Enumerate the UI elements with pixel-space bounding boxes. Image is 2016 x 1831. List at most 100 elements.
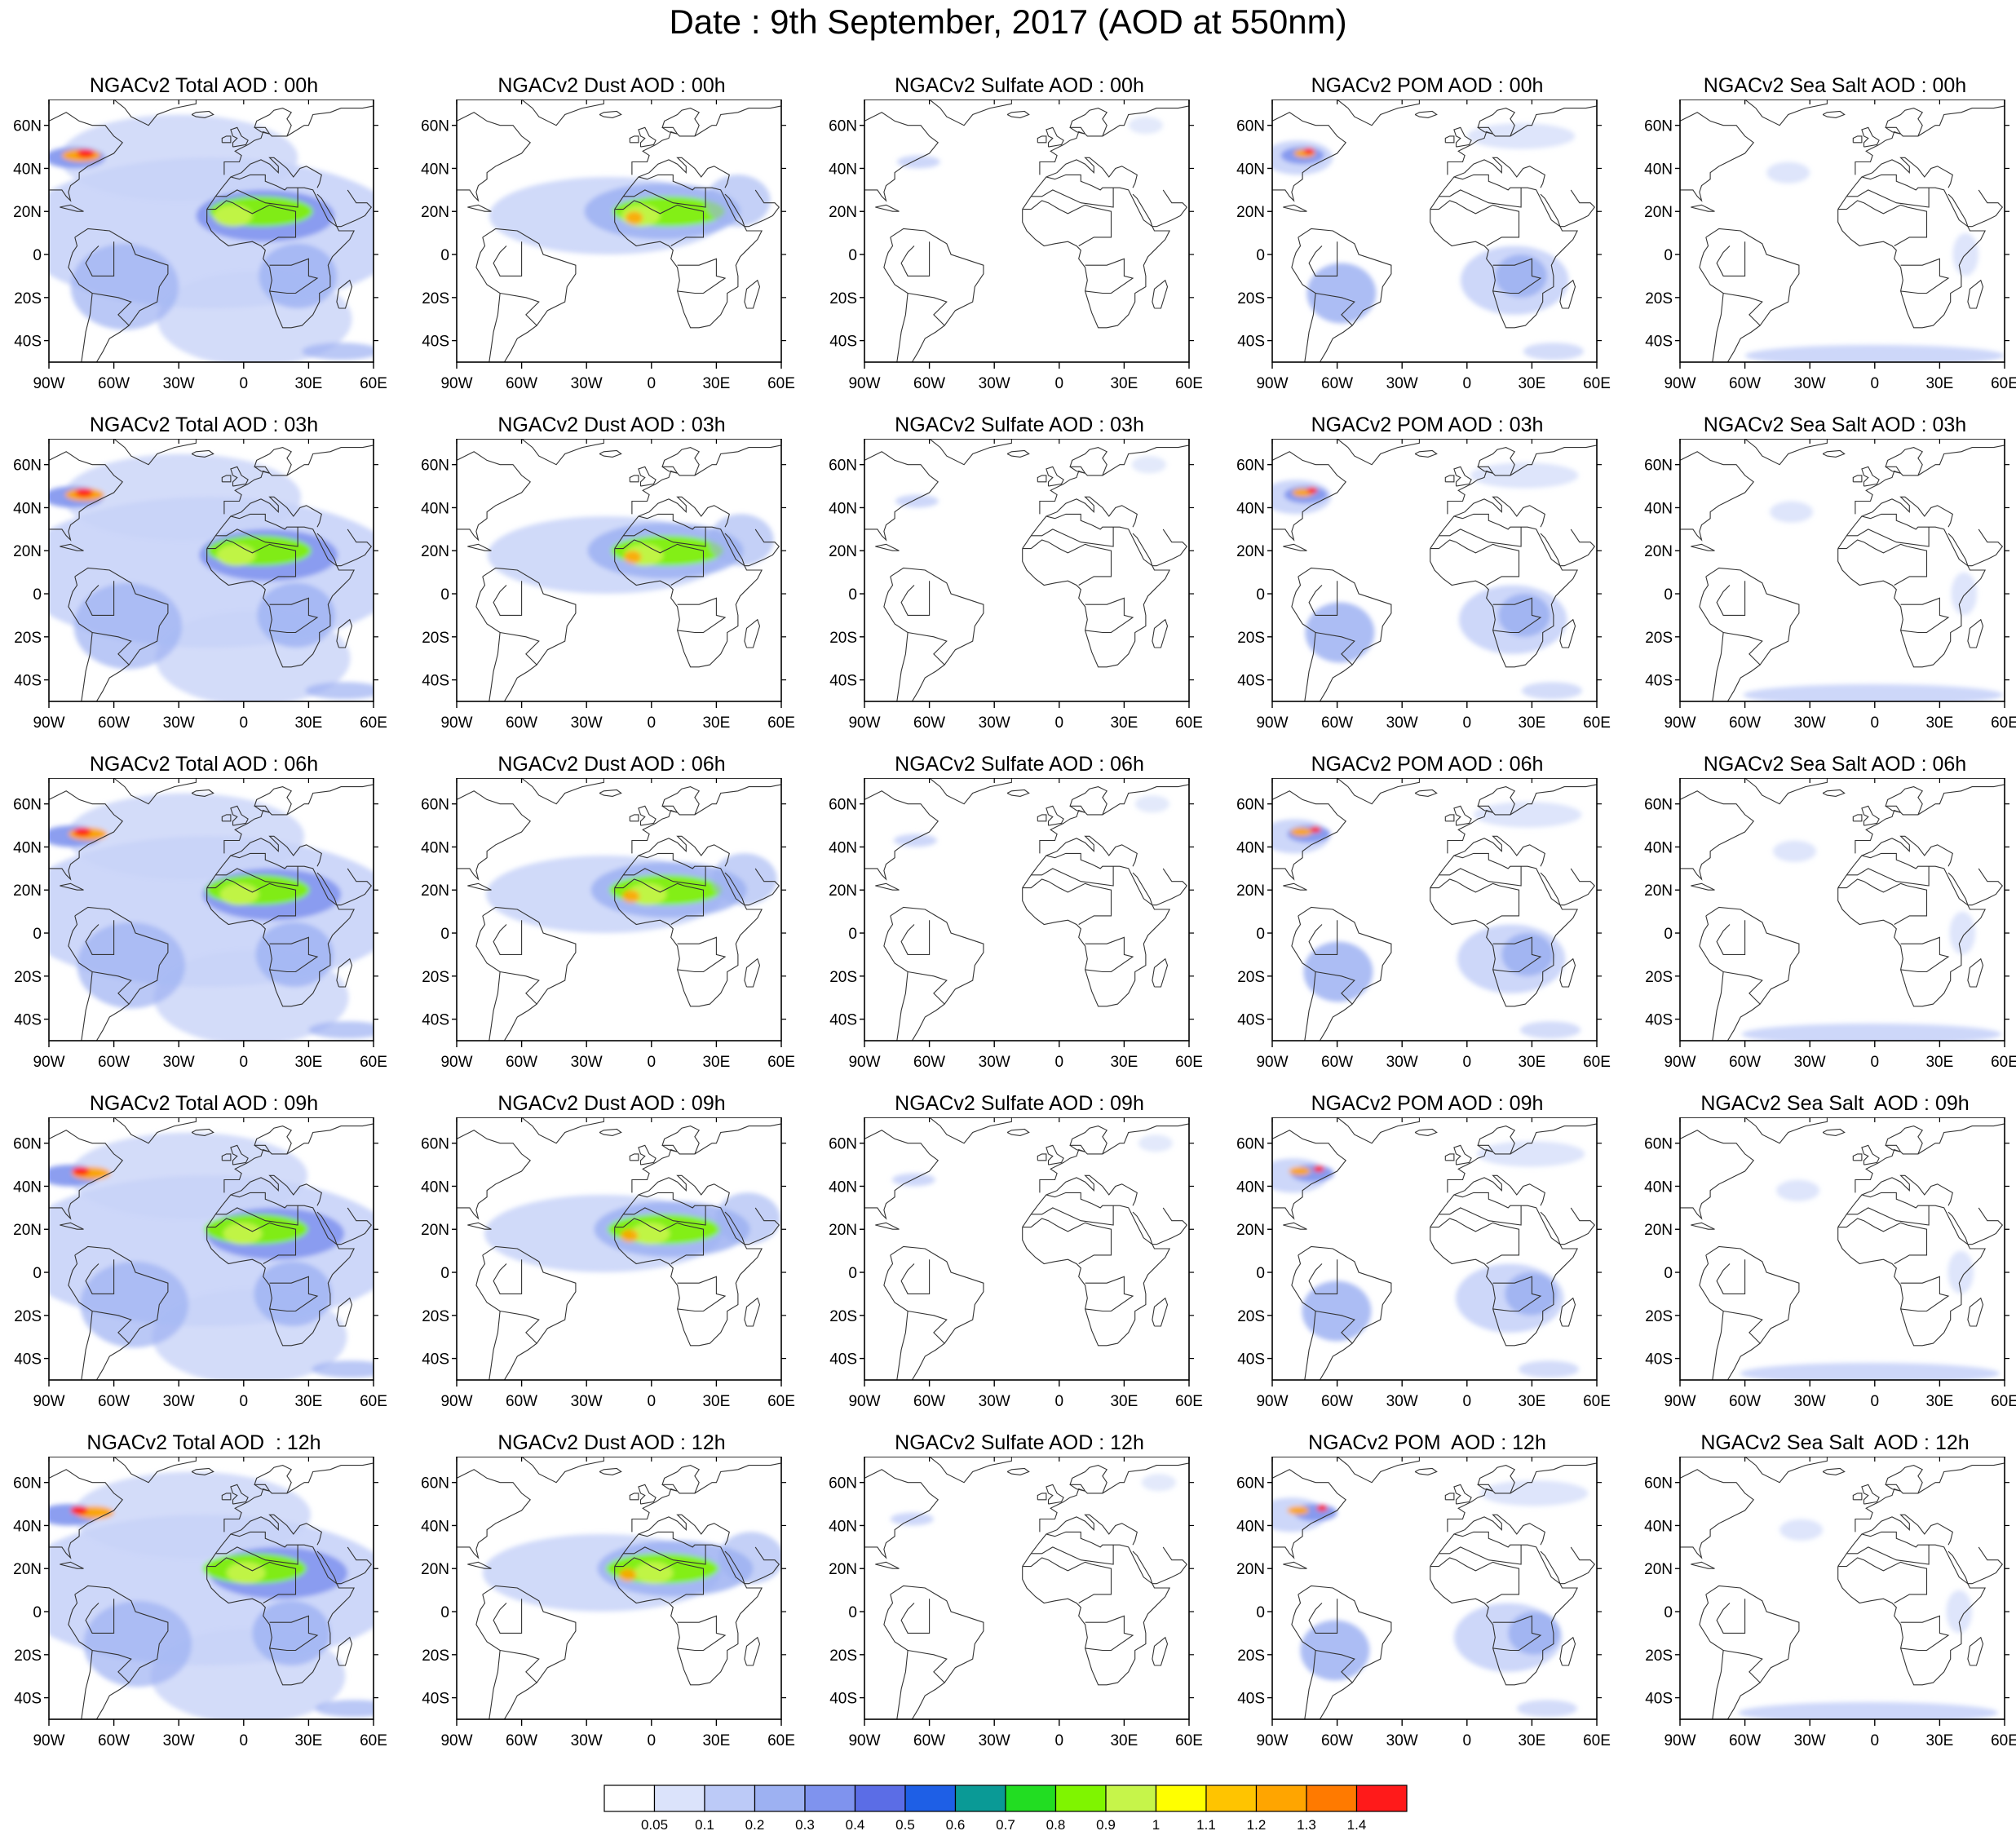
lon-label: 60W bbox=[1321, 1054, 1353, 1071]
lat-label: 60N bbox=[421, 1136, 449, 1153]
legend-label: 1.2 bbox=[1247, 1817, 1267, 1831]
coastline-borders2 bbox=[1846, 866, 1930, 887]
coastlines bbox=[457, 1457, 781, 1719]
aod-field bbox=[1741, 840, 2001, 1041]
coastlines bbox=[1272, 778, 1597, 1041]
coastline-madagascar bbox=[744, 1297, 761, 1327]
figure-title: Date : 9th September, 2017 (AOD at 550nm… bbox=[669, 2, 1347, 41]
coastline-greenland bbox=[1744, 778, 1828, 805]
lon-label: 30E bbox=[1925, 1054, 1953, 1071]
coastline-mediterranean bbox=[1453, 496, 1545, 528]
lat-label: 20N bbox=[13, 1561, 42, 1578]
panel-title: NGACv2 Sulfate AOD : 06h bbox=[895, 753, 1144, 776]
coastline-britain bbox=[638, 1144, 657, 1165]
coastlines bbox=[864, 100, 1189, 362]
coastline-borders5 bbox=[85, 1259, 115, 1294]
lon-label: 60W bbox=[98, 1732, 130, 1749]
lat-label: 20N bbox=[421, 543, 449, 560]
coastline-ireland bbox=[1444, 475, 1455, 483]
lon-label: 30E bbox=[294, 1054, 322, 1071]
panel-title: NGACv2 Total AOD : 00h bbox=[89, 74, 319, 97]
lat-label: 40N bbox=[13, 1179, 42, 1196]
lat-label: 0 bbox=[848, 247, 857, 264]
aerosol-blob bbox=[896, 155, 940, 169]
lat-label: 60N bbox=[829, 118, 857, 135]
coastline-southAmerica bbox=[1291, 1245, 1392, 1380]
lat-label: 40S bbox=[829, 334, 857, 351]
coastline-borders4 bbox=[500, 292, 540, 326]
coastline-arabia bbox=[1132, 868, 1188, 906]
coastline-madagascar bbox=[744, 1636, 761, 1666]
lon-label: 30E bbox=[1925, 375, 1953, 392]
lon-label: 60E bbox=[1583, 1054, 1611, 1071]
coastline-arabia bbox=[1540, 1546, 1596, 1585]
lon-label: 30E bbox=[294, 1393, 322, 1410]
coastline-northAmerica bbox=[49, 790, 123, 881]
coastline-cuba bbox=[875, 204, 900, 212]
aod-map: 90W 60W 30W 0 30E 60E 60N 40N 20N 0 20S 40S bbox=[408, 1117, 816, 1424]
coastline-europe bbox=[1039, 108, 1108, 175]
lon-label: 60E bbox=[360, 1732, 387, 1749]
map-frame bbox=[1679, 100, 2005, 363]
coastline-iceland bbox=[1414, 449, 1438, 458]
coastline-britain bbox=[1453, 1484, 1472, 1505]
coastline-europeEast bbox=[1510, 1462, 1597, 1494]
coastline-mediterranean bbox=[1861, 157, 1953, 188]
coastline-greenland bbox=[1337, 778, 1420, 805]
coastline-europeEast bbox=[694, 1462, 781, 1494]
coastline-borders5 bbox=[900, 1259, 931, 1294]
coastline-mediterranean bbox=[1046, 496, 1138, 528]
lon-label: 30E bbox=[1110, 1054, 1138, 1071]
aerosol-blob bbox=[1138, 1134, 1174, 1152]
aerosol-blob bbox=[1310, 826, 1321, 834]
lon-label: 30E bbox=[1518, 375, 1545, 392]
lon-label: 0 bbox=[648, 1054, 657, 1071]
coastline-europeEast bbox=[1917, 1462, 2005, 1494]
lon-label: 60E bbox=[1175, 1054, 1203, 1071]
coastline-borders5 bbox=[493, 581, 523, 616]
coastline-iceland bbox=[1414, 1128, 1438, 1136]
aod-field bbox=[893, 795, 1170, 847]
lon-label: 0 bbox=[240, 714, 249, 732]
aerosol-blob bbox=[895, 494, 939, 508]
coastline-iceland bbox=[1006, 110, 1030, 118]
coastline-borders3 bbox=[677, 258, 727, 294]
aod-field bbox=[1272, 123, 1584, 360]
lat-label: 40N bbox=[421, 839, 449, 856]
coastline-northAmerica bbox=[457, 790, 531, 881]
lon-label: 0 bbox=[1463, 375, 1472, 392]
map-frame bbox=[864, 778, 1190, 1042]
lon-label: 60E bbox=[360, 375, 387, 392]
coastline-borders1 bbox=[206, 878, 297, 925]
coastline-britain bbox=[230, 126, 249, 148]
lon-label: 60E bbox=[1991, 714, 2016, 732]
coastline-southAmerica bbox=[883, 1585, 984, 1719]
coastline-cuba bbox=[1283, 882, 1307, 891]
lat-label: 40S bbox=[1237, 673, 1265, 690]
coastline-britain bbox=[230, 805, 249, 826]
aod-map: 90W 60W 30W 0 30E 60E 60N 40N 20N 0 20S 40S bbox=[408, 439, 816, 745]
aerosol-blob bbox=[223, 1223, 263, 1245]
coastline-northAmerica bbox=[1680, 112, 1754, 202]
coastline-borders5 bbox=[85, 241, 115, 276]
coastline-ireland bbox=[629, 475, 639, 483]
aerosol-blob bbox=[1498, 594, 1550, 637]
coastline-greenland bbox=[1337, 1457, 1420, 1484]
coastlines bbox=[1680, 100, 2005, 362]
lat-label: 0 bbox=[440, 586, 449, 604]
lon-label: 60W bbox=[913, 714, 945, 732]
coastline-madagascar bbox=[1967, 1297, 1984, 1327]
coastline-borders4 bbox=[1315, 971, 1355, 1005]
coastline-borders2 bbox=[1846, 527, 1930, 547]
lat-label: 40N bbox=[829, 161, 857, 178]
lon-label: 30E bbox=[702, 1393, 730, 1410]
legend-label: 1 bbox=[1152, 1817, 1160, 1831]
lat-label: 20S bbox=[14, 969, 42, 986]
coastline-borders5 bbox=[493, 920, 523, 955]
aod-map: 90W 60W 30W 0 30E 60E 60N 40N 20N 0 20S 40S bbox=[0, 1117, 408, 1424]
coastline-borders3 bbox=[1900, 597, 1950, 634]
lon-label: 60W bbox=[98, 714, 130, 732]
lat-label: 20S bbox=[829, 1647, 857, 1665]
panel-title: NGACv2 Sulfate AOD : 09h bbox=[895, 1092, 1144, 1115]
lat-label: 0 bbox=[1664, 247, 1673, 264]
